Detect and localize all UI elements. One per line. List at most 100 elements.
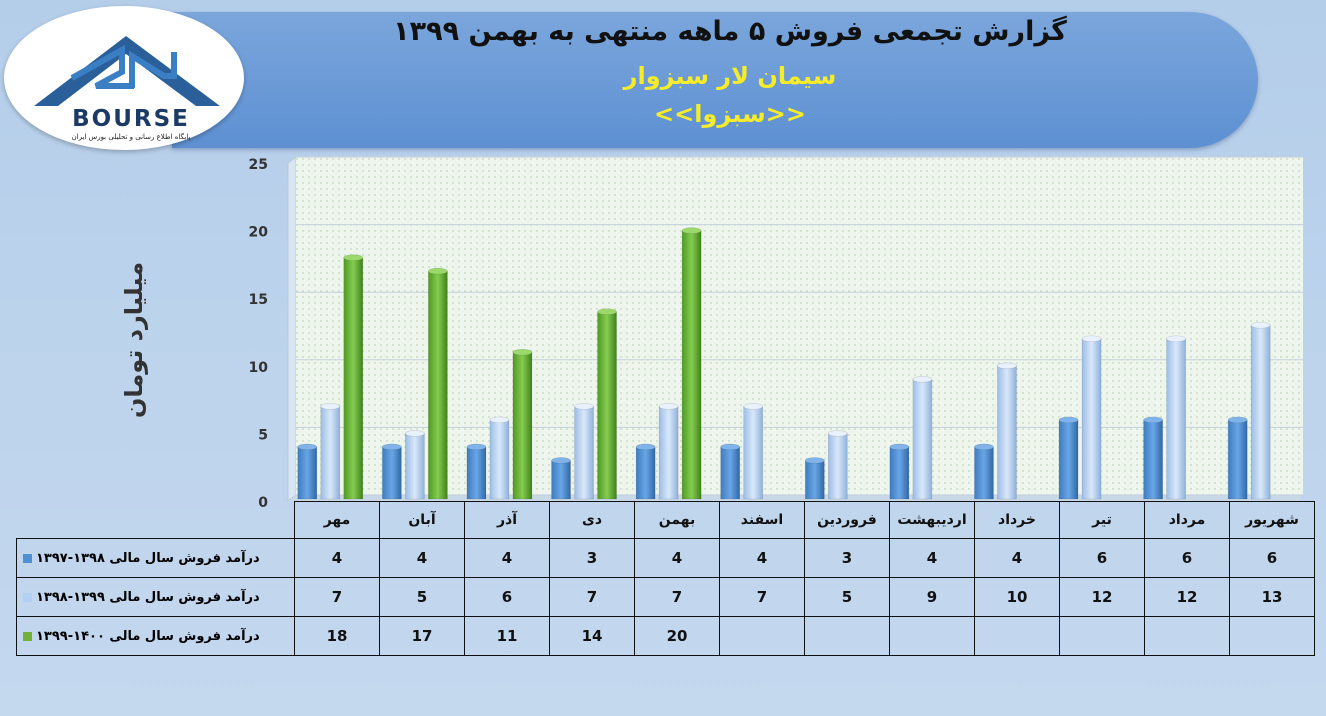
category-label: مهر <box>294 501 380 539</box>
table-cell: 6 <box>1059 538 1145 578</box>
table-cell: 20 <box>634 616 720 656</box>
bar-cap <box>658 403 679 410</box>
table-cell: 14 <box>549 616 635 656</box>
legend-swatch <box>23 553 32 563</box>
bar-cap <box>912 376 933 383</box>
legend-label: درآمد فروش سال مالی ۱۴۰۰-۱۳۹۹ <box>36 628 260 644</box>
plot-floor <box>288 495 1303 501</box>
table-cell: 3 <box>549 538 635 578</box>
ticker-symbol: <<سبزوا>> <box>654 100 806 128</box>
table-cell: 6 <box>464 577 550 617</box>
bar <box>297 446 318 500</box>
bar <box>1250 324 1271 500</box>
bar <box>512 351 533 500</box>
bar <box>720 446 741 500</box>
bar <box>466 446 487 500</box>
logo-text: BOURSE <box>72 106 190 132</box>
logo-tagline: پایگاه اطلاع رسانی و تحلیلی بورس ایران <box>71 133 191 141</box>
bar <box>405 433 425 500</box>
legend-entry: درآمد فروش سال مالی ۱۴۰۰-۱۳۹۹ <box>16 616 295 656</box>
category-label: خرداد <box>974 501 1060 539</box>
bar <box>428 270 448 500</box>
legend-swatch <box>23 592 32 602</box>
table-cell <box>1229 616 1315 656</box>
table-cell: 7 <box>294 577 380 617</box>
bar-cap <box>1227 416 1248 424</box>
bar-cap <box>997 362 1017 370</box>
bar <box>1227 419 1248 500</box>
bar <box>382 446 402 500</box>
bar-cap <box>1143 416 1163 424</box>
table-cell: 4 <box>294 538 380 578</box>
bar <box>743 406 764 500</box>
category-label: اردیبهشت <box>889 501 975 539</box>
legend-label: درآمد فروش سال مالی ۱۳۹۹-۱۳۹۸ <box>36 589 260 605</box>
table-cell: 17 <box>379 616 465 656</box>
bar-cap <box>428 267 448 275</box>
table-cell <box>804 616 890 656</box>
bar-cap <box>551 457 571 464</box>
category-label: فروردین <box>804 501 890 539</box>
table-cell: 4 <box>889 538 975 578</box>
table-cell: 7 <box>549 577 635 617</box>
bar-cap <box>681 227 702 234</box>
table-cell: 4 <box>634 538 720 578</box>
data-table: مهر آبان آذر دی بهمن اسفند فروردین اردیب… <box>16 501 1315 656</box>
table-cell <box>974 616 1060 656</box>
table-cell: 4 <box>379 538 465 578</box>
bar-cap <box>1250 321 1271 329</box>
table-cell: 5 <box>804 577 890 617</box>
bar <box>658 406 679 500</box>
bar <box>1166 338 1186 500</box>
series-row-1397-1398: درآمد فروش سال مالی ۱۳۹۸-۱۳۹۷ 4 4 4 3 4 … <box>16 538 1315 578</box>
bar-cap <box>489 416 510 424</box>
category-label: بهمن <box>634 501 720 539</box>
category-label: اسفند <box>719 501 805 539</box>
bar <box>827 433 848 500</box>
table-cell: 3 <box>804 538 890 578</box>
bar <box>997 365 1017 500</box>
bar-cap <box>343 254 364 261</box>
bar <box>574 406 594 500</box>
bar-cap <box>512 348 533 356</box>
category-label: شهریور <box>1229 501 1315 539</box>
bar-cap <box>405 430 425 437</box>
table-cell <box>1059 616 1145 656</box>
table-cell <box>889 616 975 656</box>
y-tick-label: 20 <box>249 225 269 241</box>
table-cell: 4 <box>464 538 550 578</box>
plot-side-wall <box>287 156 297 502</box>
table-cell: 12 <box>1059 577 1145 617</box>
bar <box>804 460 825 500</box>
logo: BOURSE پایگاه اطلاع رسانی و تحلیلی بورس … <box>4 6 244 150</box>
bar-cap <box>635 443 656 451</box>
category-label: دی <box>549 501 635 539</box>
table-cell: 7 <box>634 577 720 617</box>
bar <box>320 406 341 500</box>
bar <box>974 446 994 500</box>
bar <box>681 230 702 500</box>
bar <box>551 460 571 500</box>
y-tick-label: 5 <box>258 427 268 443</box>
table-cell: 4 <box>974 538 1060 578</box>
legend-swatch <box>23 631 32 641</box>
bar-cap <box>320 403 341 410</box>
company-name: سیمان لار سبزوار <box>623 62 837 90</box>
table-cell: 6 <box>1144 538 1230 578</box>
bar <box>1058 419 1079 500</box>
bar <box>635 446 656 500</box>
bar-cap <box>720 443 741 451</box>
bar <box>597 311 617 500</box>
bar-cap <box>1081 335 1102 343</box>
table-cell: 11 <box>464 616 550 656</box>
category-label: آذر <box>464 501 550 539</box>
category-label: مرداد <box>1144 501 1230 539</box>
table-cell: 4 <box>719 538 805 578</box>
bar-cap <box>889 443 910 451</box>
bar-cap <box>466 443 487 451</box>
table-cell <box>1144 616 1230 656</box>
table-cell: 9 <box>889 577 975 617</box>
table-cell: 12 <box>1144 577 1230 617</box>
legend-label: درآمد فروش سال مالی ۱۳۹۸-۱۳۹۷ <box>36 550 260 566</box>
header-banner <box>172 12 1258 148</box>
